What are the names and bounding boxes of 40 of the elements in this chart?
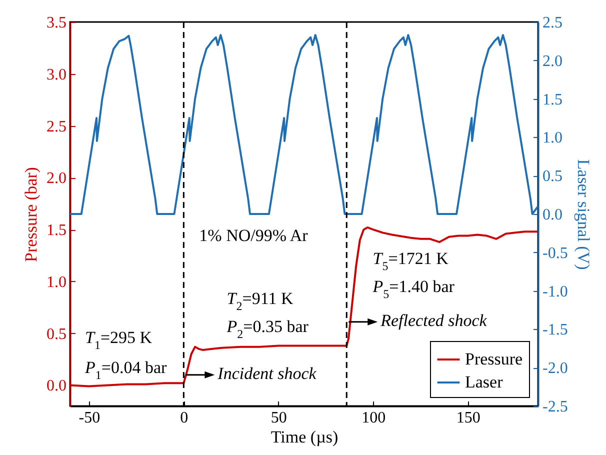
y2-tick-label: 2.0 [542, 52, 562, 70]
annotation: P$_{5}$=1.40 bar [372, 277, 455, 301]
y2-tick-label: -0.5 [542, 244, 568, 262]
line-series [70, 34, 538, 215]
annotation: Incident shock [216, 364, 317, 383]
y-tick-label: 2.0 [46, 170, 66, 188]
y-axis-title: Pressure (bar) [22, 167, 40, 262]
annotation: T$_{2}$=911 K [226, 288, 294, 313]
y-tick-label: 1.5 [46, 222, 66, 240]
y2-tick-label: 0.0 [542, 206, 562, 224]
y-tick-label: 0.5 [46, 326, 66, 343]
y2-tick-label: -2.0 [542, 360, 568, 378]
annotation: Reflected shock [380, 310, 488, 330]
y-tick-label: 0.0 [46, 378, 66, 395]
x-tick-label: 100 [362, 410, 386, 426]
x-tick-label: 0 [180, 410, 188, 426]
legend-label: Pressure [465, 350, 523, 368]
annotation: P$_{2}$=0.35 bar [226, 316, 309, 341]
x-tick-label: 150 [456, 410, 480, 426]
y-tick-label: 3.5 [46, 14, 66, 32]
annotation: P$_{1}$=0.04 bar [84, 358, 167, 382]
legend-label: Laser [465, 372, 504, 392]
line-series [70, 226, 538, 388]
annotation: 1% NO/99% Ar [199, 226, 308, 245]
y2-tick-label: 2.5 [542, 14, 562, 32]
y2-axis-title: Laser signal (V) [574, 159, 593, 270]
x-axis-title: Time (µs) [270, 428, 338, 446]
y2-tick-label: 1.5 [542, 91, 562, 108]
y-tick-label: 3.0 [46, 66, 66, 84]
y2-tick-label: 1.0 [542, 130, 562, 147]
y-tick-label: 1.0 [46, 274, 66, 291]
annotation: T$_{1}$=295 K [84, 328, 153, 352]
x-tick-label: -50 [78, 410, 100, 426]
y2-tick-label: -2.5 [542, 398, 568, 416]
y-tick-label: 2.5 [46, 118, 66, 136]
y2-tick-label: 0.5 [542, 168, 562, 186]
annotation: T$_{5}$=1721 K [372, 248, 450, 273]
y2-tick-label: -1.5 [542, 322, 568, 339]
y2-tick-label: -1.0 [542, 283, 568, 300]
x-tick-label: 50 [270, 410, 287, 426]
